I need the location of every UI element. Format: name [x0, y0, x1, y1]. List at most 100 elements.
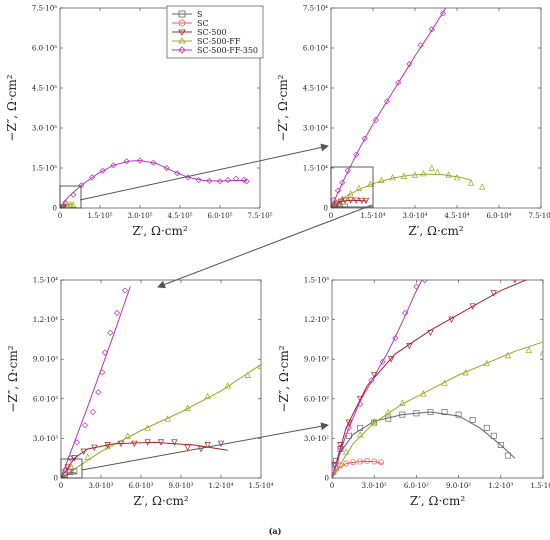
data-point-sc-500-ff-350 [353, 151, 360, 158]
y-tick-label: 6.0·10⁴ [303, 45, 328, 53]
data-point-sc-500-ff-350 [332, 461, 338, 468]
data-point-sc-500 [345, 419, 353, 426]
data-point-sc [364, 457, 371, 464]
data-point-sc-500-ff-350 [73, 439, 81, 446]
data-point-sc-500-ff [441, 379, 448, 386]
data-point-sc-500-ff-350 [357, 400, 364, 408]
x-tick-label: 0 [58, 212, 62, 220]
x-tick-label: 3.0·10³ [88, 482, 113, 490]
data-point-sc-500-ff-350 [428, 26, 435, 33]
data-point-sc-500 [406, 343, 413, 350]
data-point-sc-500-ff [342, 448, 350, 455]
data-point-sc-500-ff-350 [232, 175, 240, 182]
x-tick-label: 0 [330, 482, 334, 490]
legend-label-sc-500-ff-350: SC-500-FF-350 [197, 46, 258, 55]
data-point-sc-500-ff-350 [216, 178, 224, 185]
data-point-sc-500 [341, 197, 349, 204]
data-point-sc-500-ff-350 [361, 135, 368, 142]
legend: S SC SC-500 SC-500-FF SC-500-FF-350 [166, 5, 264, 59]
data-point-sc [378, 459, 385, 466]
data-point-sc-500-ff [539, 349, 543, 356]
y-tick-label: 1.2·10³ [304, 316, 329, 324]
legend-item-sc-500: SC-500 [172, 28, 227, 37]
y-tick-label: 9.0·10² [304, 356, 329, 364]
data-point-sc-500-ff-350 [439, 10, 447, 17]
data-point-sc-500-ff-350 [67, 455, 74, 462]
y-tick-label: 0 [324, 205, 328, 213]
data-point-sc-500-ff [70, 201, 77, 208]
data-point-sc-500-ff [356, 431, 364, 438]
data-point-sc-500-ff [164, 415, 171, 422]
y-tick-label: 0 [53, 205, 57, 213]
y-tick-label: 6.0·10² [304, 395, 329, 403]
data-point-sc-500 [358, 197, 365, 205]
x-tick-label: 6.0·10³ [128, 482, 153, 490]
data-point-sc-500-ff-350 [421, 280, 428, 284]
data-point-s [399, 411, 406, 418]
data-point-sc-500-ff-350 [136, 157, 144, 164]
legend-item-s: S [172, 10, 202, 19]
legend-item-sc-500-ff: SC-500-FF [172, 37, 241, 46]
fit-line-sc-500-ff-350 [332, 280, 423, 478]
data-point-sc-500-ff-350 [95, 389, 102, 396]
data-point-sc-500-ff-350 [383, 98, 391, 105]
x-tick-label: 1.5·10⁴ [248, 482, 273, 490]
x-tick-label: 9.0·10² [446, 482, 471, 490]
y-tick-label: 0 [325, 475, 329, 483]
data-point-sc-500-ff [244, 371, 251, 378]
data-point-sc-500-ff-350 [344, 167, 351, 174]
x-tick-label: 0 [59, 482, 63, 490]
data-point-sc-500 [204, 442, 211, 449]
data-point-sc-500-ff [347, 189, 354, 197]
legend-label-sc: SC [197, 19, 209, 28]
data-point-sc-500-ff-350 [195, 176, 202, 184]
data-point-s [490, 432, 497, 439]
data-point-sc-500-ff-350 [372, 116, 379, 124]
data-point-sc-500 [347, 197, 354, 204]
fit-line-sc-500-ff [61, 364, 261, 478]
y-tick-label: 6.0·10³ [33, 395, 58, 403]
data-point-sc-500-ff-350 [121, 287, 129, 294]
panel-top-right: 0 1.5·10⁴ 3.0·10⁴ 4.5·10⁴ 6.0·10⁴ 7.5·10⁴ 0 1.5… [276, 5, 550, 239]
x-tick-label: 1.5·10⁵ [87, 212, 112, 220]
fit-line-s [332, 411, 516, 478]
data-point-sc-500-ff-350 [368, 377, 375, 384]
data-point-sc-500-ff-350 [395, 79, 402, 86]
data-point-s [357, 424, 364, 431]
x-tick-label: 0 [329, 212, 333, 220]
data-point-sc-500-ff [124, 432, 131, 439]
y-tick-label: 1.2·10⁴ [33, 316, 58, 324]
data-point-sc-500 [427, 329, 434, 337]
x-tick-label: 3.0·10⁴ [402, 212, 427, 220]
data-point-sc-500-ff [525, 346, 533, 353]
data-point-sc-500-ff-350 [99, 167, 106, 174]
data-point-sc-500-ff [184, 404, 191, 411]
data-point-sc-500 [490, 290, 497, 297]
plot-frame [330, 7, 542, 209]
y-tick-label: 4.5·10⁵ [32, 85, 57, 93]
data-point-sc-500 [80, 448, 87, 455]
data-point-sc-500-ff [378, 176, 385, 183]
y-tick-label: 3.0·10² [304, 435, 329, 443]
data-point-sc-500 [362, 197, 370, 205]
y-tick-label: 1.5·10³ [304, 277, 329, 285]
data-point-s [71, 468, 78, 475]
data-point-sc-500-ff [144, 424, 151, 431]
legend-label-sc-500: SC-500 [197, 28, 227, 37]
data-point-sc [335, 202, 341, 208]
legend-item-sc-500-ff-350: SC-500-FF-350 [172, 46, 258, 55]
data-point-sc-500-ff [385, 408, 392, 415]
data-point-s [455, 411, 462, 418]
data-point-sc-500-ff [428, 164, 435, 171]
data-point-s [441, 409, 448, 415]
data-point-sc-500-ff [420, 169, 427, 177]
data-point-sc-500-ff [371, 417, 378, 425]
data-point-sc-500-ff [84, 453, 91, 460]
data-point-sc [350, 459, 357, 466]
data-point-sc-500 [171, 439, 178, 446]
data-point-sc-500-ff-350 [243, 178, 250, 185]
data-point-s [504, 452, 511, 459]
y-tick-label: 1.5·10⁵ [32, 165, 57, 173]
data-point-sc-500-ff-350 [334, 187, 342, 194]
data-point-s [371, 419, 378, 426]
